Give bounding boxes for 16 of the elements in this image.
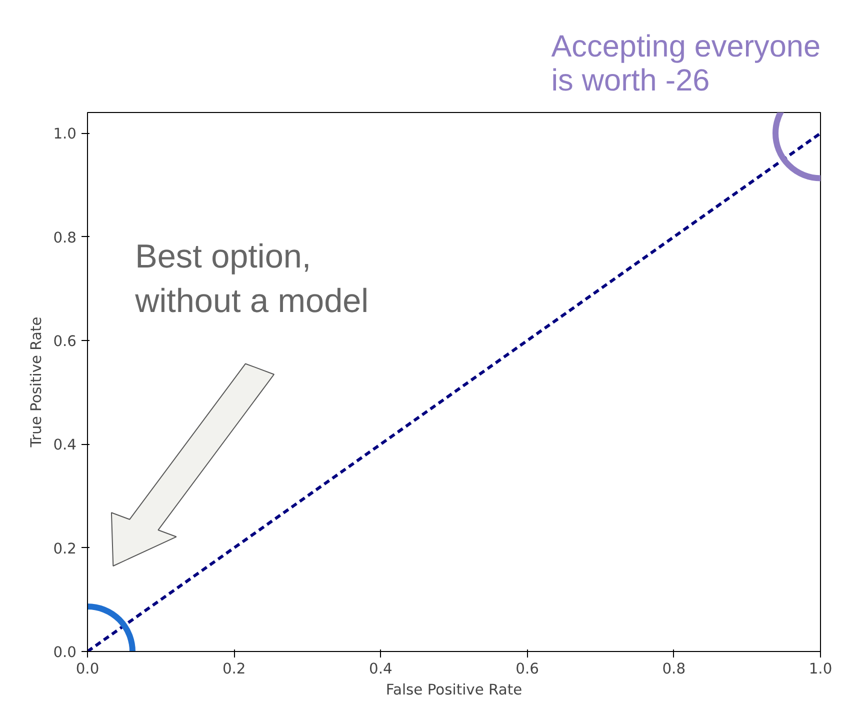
x-tick-label: 1.0 bbox=[808, 660, 832, 678]
y-tick-label: 0.4 bbox=[53, 436, 77, 454]
annotation: Best option, without a model bbox=[134, 238, 369, 320]
y-tick-label: 0.2 bbox=[53, 540, 77, 558]
x-tick-label: 0.6 bbox=[516, 660, 539, 678]
text: Accepting everyone is worth -26 bbox=[551, 30, 821, 98]
y-tick-label: 0.6 bbox=[53, 333, 77, 350]
x-tick-label: 0.0 bbox=[76, 660, 100, 678]
x-tick-label: 0.8 bbox=[662, 660, 686, 678]
y-tick-label: 0.8 bbox=[53, 229, 77, 246]
y-axis-title: True Positive Rate bbox=[28, 316, 46, 448]
x-tick-label: 0.2 bbox=[222, 660, 246, 678]
x-axis-title: False Positive Rate bbox=[386, 682, 522, 698]
x-tick-label: 0.4 bbox=[369, 660, 392, 678]
y-tick-label: 0.0 bbox=[53, 644, 77, 661]
y-tick-label: 1.0 bbox=[53, 126, 77, 143]
